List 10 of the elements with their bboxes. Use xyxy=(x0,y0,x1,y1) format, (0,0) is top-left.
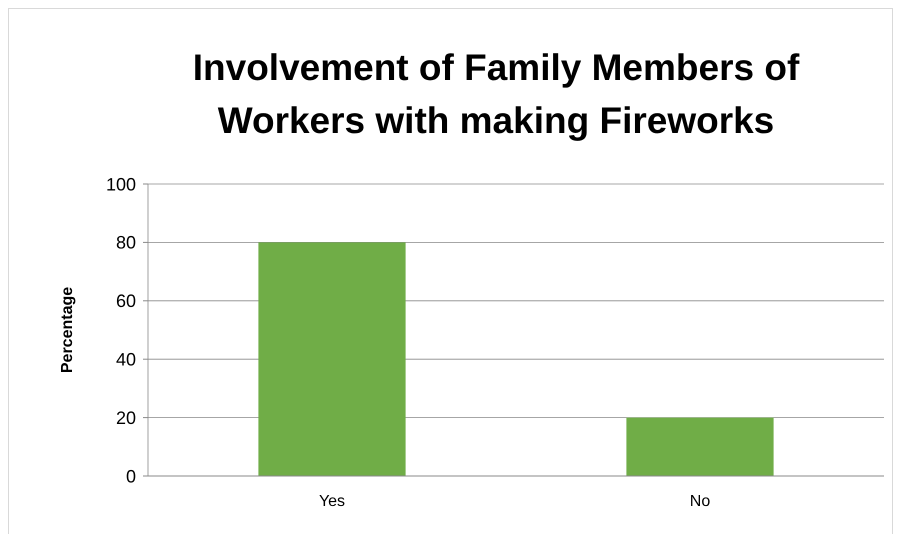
y-tick-label: 60 xyxy=(116,291,136,312)
y-tick-label: 0 xyxy=(126,466,136,486)
y-tick-label: 100 xyxy=(106,174,136,194)
x-tick-label: No xyxy=(690,493,710,510)
y-tick-label: 20 xyxy=(116,408,136,428)
chart-title: Involvement of Family Members of Workers with making Fireworks xyxy=(192,47,800,141)
y-tick-label: 80 xyxy=(116,232,136,253)
y-tick-label: 40 xyxy=(116,350,136,370)
y-axis-title: Percentage xyxy=(59,286,76,374)
x-tick-label: Yes xyxy=(318,493,346,510)
